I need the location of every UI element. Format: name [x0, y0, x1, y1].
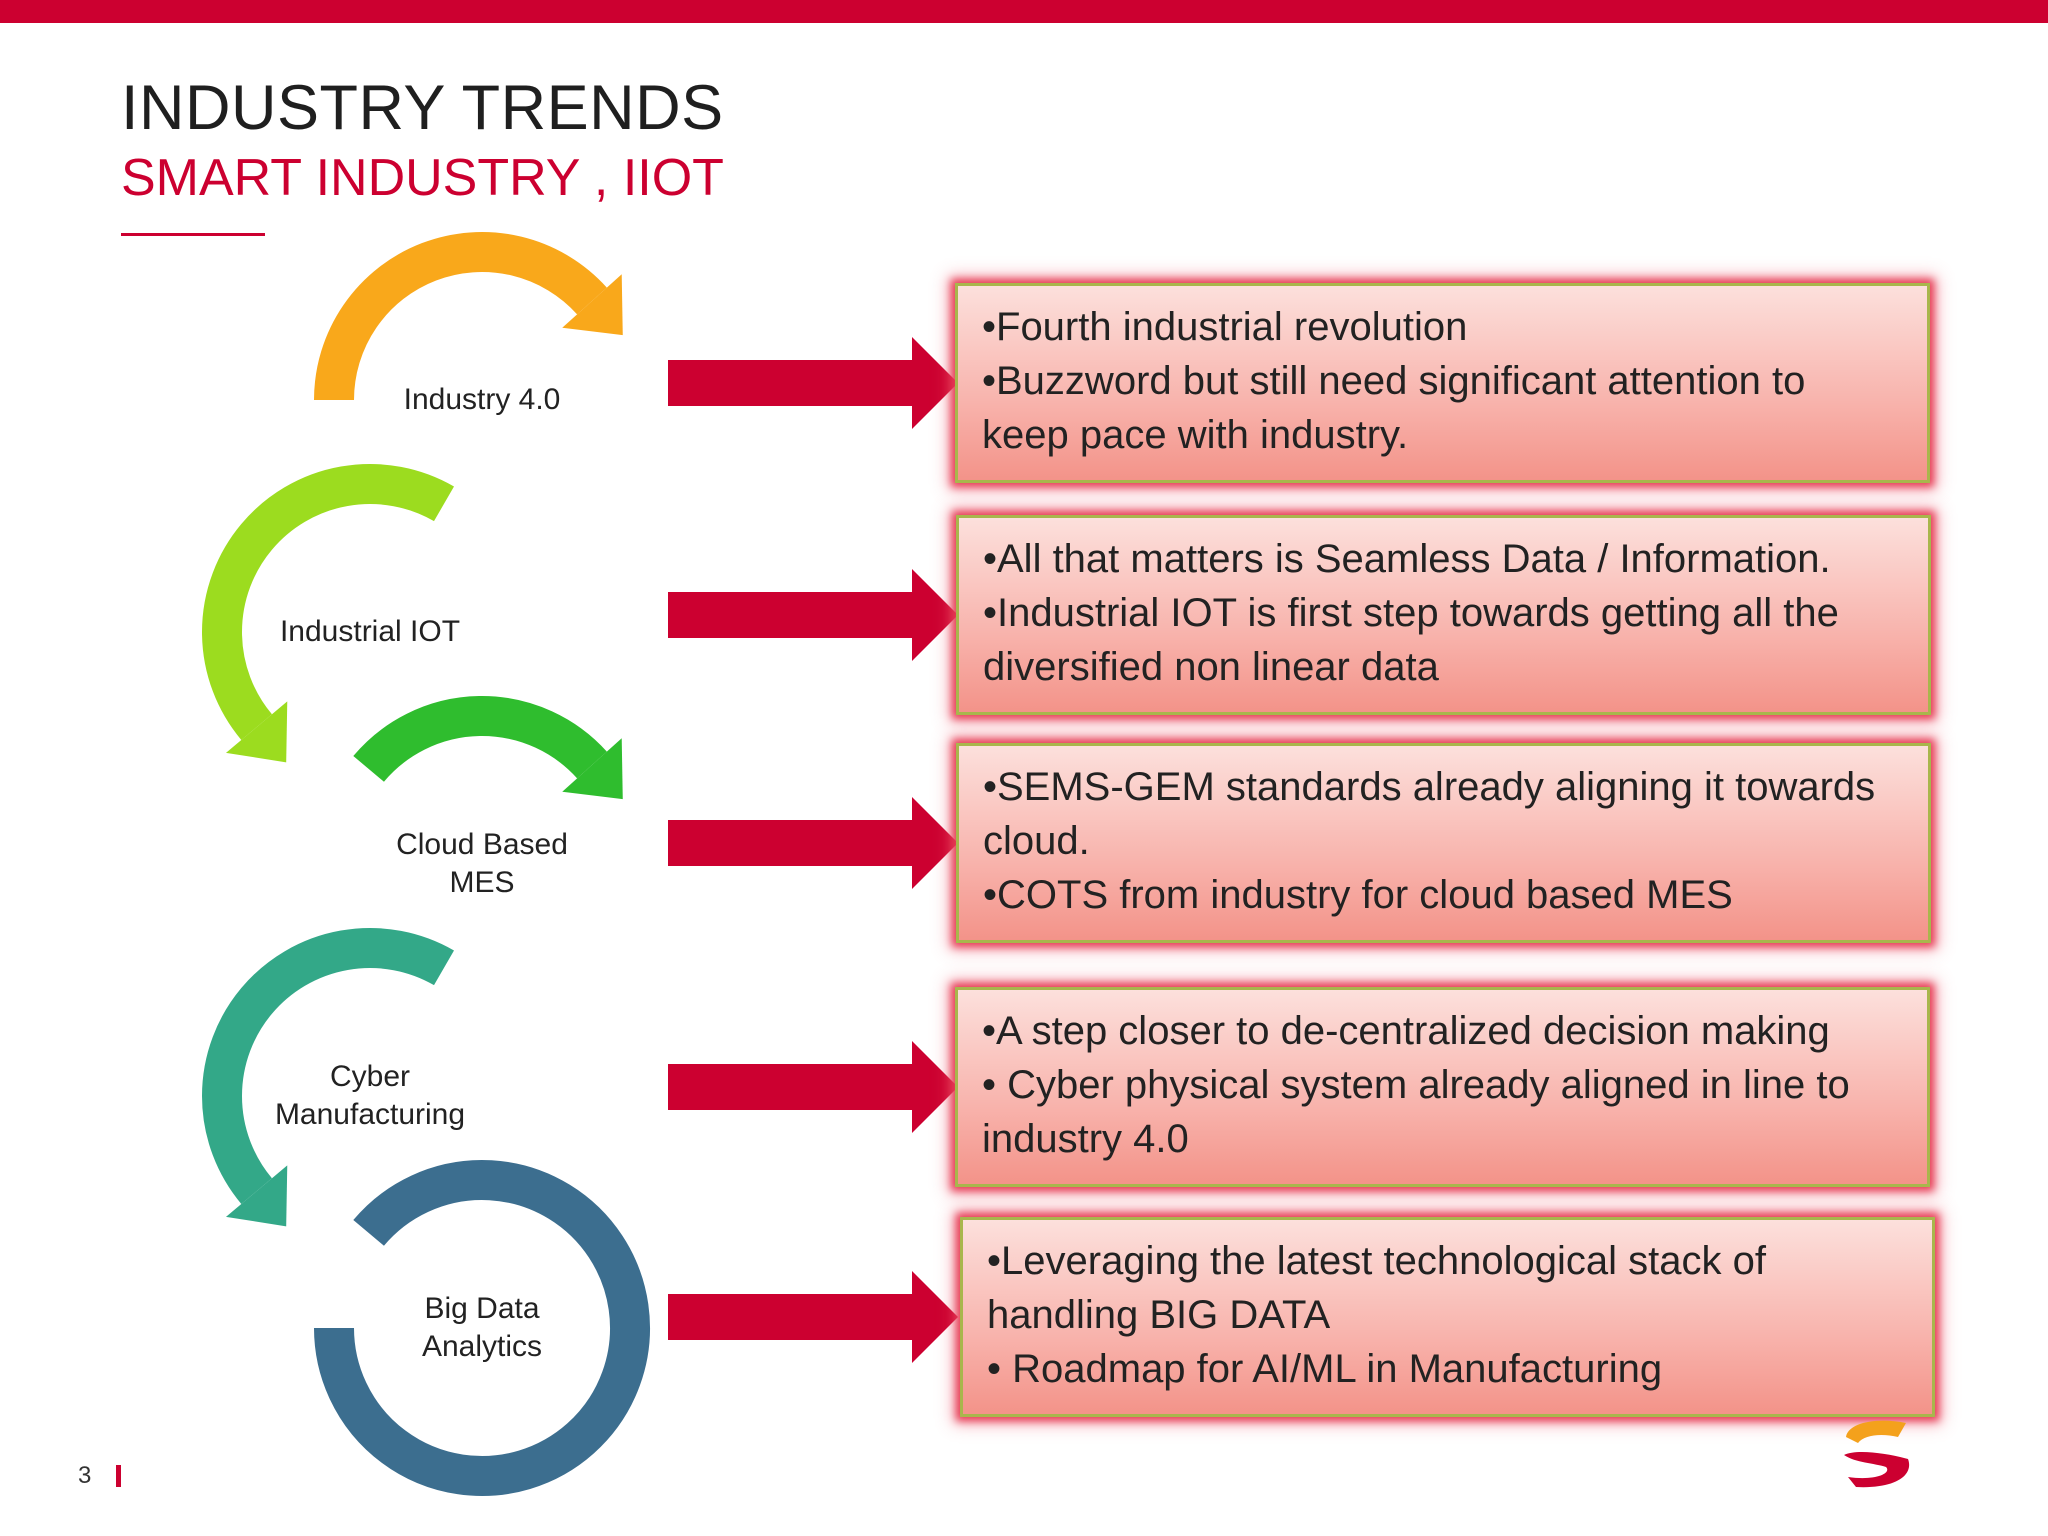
info-box-industrial-iot: •All that matters is Seamless Data / Inf…: [956, 515, 1931, 715]
ring-arrowhead-industry-4-0: [562, 274, 623, 336]
connector-arrow-industry-4-0: [668, 337, 958, 429]
ring-big-data-analytics: [314, 1160, 650, 1496]
company-logo: [1844, 1420, 1910, 1488]
info-box-cloud-based-mes: •SEMS-GEM standards already aligning it …: [956, 743, 1931, 943]
stage-label-cyber-manufacturing: Cyber Manufacturing: [274, 1060, 466, 1131]
connector-arrow-cloud-based-mes: [668, 797, 958, 889]
ring-industrial-iot: [202, 464, 454, 740]
page-title: INDUSTRY TRENDS: [121, 73, 724, 143]
stage-label-industrial-iot: Industrial IOT: [279, 615, 461, 648]
page-subtitle: SMART INDUSTRY , IIOT: [121, 149, 724, 207]
info-box-cyber-manufacturing: •A step closer to de-centralized decisio…: [955, 987, 1930, 1187]
info-box-big-data-analytics: •Leveraging the latest technological sta…: [960, 1217, 1935, 1417]
info-box-industry-4-0: •Fourth industrial revolution •Buzzword …: [955, 283, 1930, 483]
title-divider: [121, 233, 265, 236]
connector-arrow-cyber-manufacturing: [668, 1041, 958, 1133]
ring-arrowhead-cloud-based-mes: [562, 738, 623, 800]
stage-label-industry-4-0: Industry 4.0: [403, 383, 561, 416]
stage-label-big-data-analytics: Big Data Analytics: [421, 1292, 543, 1363]
ring-arrowhead-industrial-iot: [225, 701, 288, 763]
ring-industry-4-0: [314, 232, 607, 401]
top-accent-bar: [0, 0, 2048, 23]
ring-cloud-based-mes: [353, 696, 607, 783]
ring-cyber-manufacturing: [202, 928, 454, 1204]
stage-label-cloud-based-mes: Cloud Based MES: [396, 828, 568, 899]
ring-arrowhead-cyber-manufacturing: [225, 1165, 288, 1227]
connector-arrow-big-data-analytics: [668, 1271, 958, 1363]
page-number: 3: [78, 1462, 92, 1489]
page-number-marker: [116, 1465, 121, 1487]
connector-arrow-industrial-iot: [668, 569, 958, 661]
